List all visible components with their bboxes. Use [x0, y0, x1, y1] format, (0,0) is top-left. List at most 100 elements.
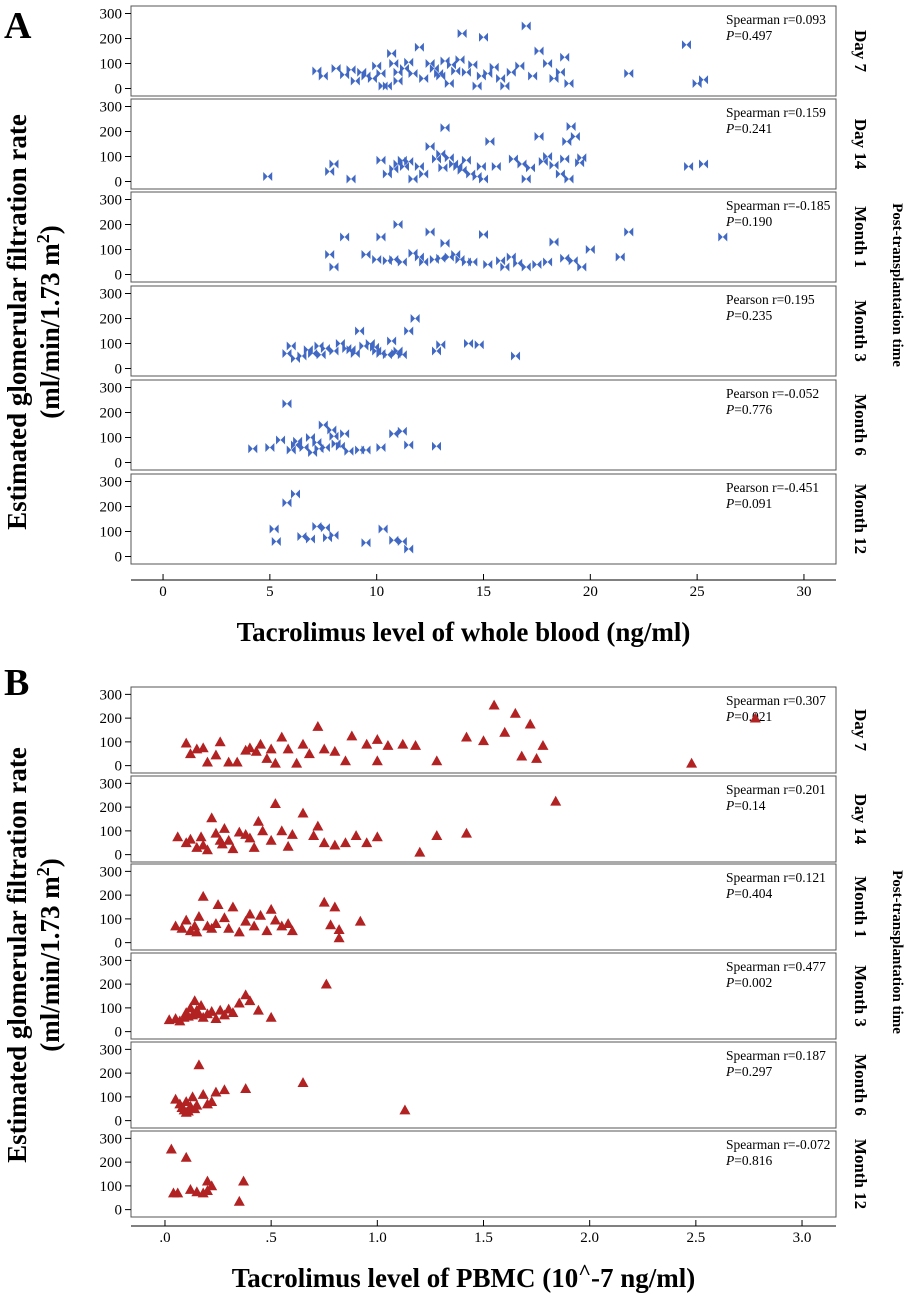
p-value-label: P=0.091 [725, 496, 772, 511]
data-point [408, 248, 413, 258]
p-symbol: P [725, 1153, 734, 1168]
data-point [319, 444, 324, 454]
p-value-label: P=0.816 [725, 1153, 772, 1168]
data-point [214, 1004, 226, 1015]
data-point [210, 918, 222, 929]
data-point [398, 220, 403, 229]
data-point [329, 250, 335, 259]
data-point [310, 534, 315, 544]
data-point [436, 149, 441, 159]
p-value: =0.404 [734, 886, 772, 901]
data-point [233, 926, 245, 937]
data-point [519, 61, 525, 71]
data-point [350, 830, 362, 841]
data-point [521, 159, 527, 169]
data-point [340, 441, 345, 451]
y-tick-label: 100 [100, 431, 123, 447]
data-point [408, 69, 413, 78]
data-point [399, 162, 405, 171]
y-tick-label: 200 [100, 406, 123, 422]
data-point [524, 718, 536, 729]
data-point [564, 52, 570, 62]
y-tick-label: 100 [100, 243, 123, 259]
data-point [430, 59, 435, 68]
facet-label: Month 3 [851, 300, 870, 362]
x-tick-label: 5 [266, 584, 274, 600]
data-point [371, 831, 383, 842]
data-point [703, 159, 709, 169]
data-point [344, 429, 350, 439]
data-point [479, 230, 484, 239]
data-point [468, 339, 474, 348]
data-point [430, 142, 435, 151]
data-point [172, 1187, 184, 1198]
data-point [248, 920, 260, 931]
data-point [340, 232, 345, 242]
p-value: =0.776 [734, 402, 772, 417]
data-point [445, 123, 450, 133]
data-point [240, 915, 252, 926]
data-point [526, 174, 531, 184]
data-point [316, 522, 322, 531]
data-point [440, 253, 446, 263]
data-point [286, 399, 292, 409]
data-point [472, 172, 478, 181]
data-point [496, 256, 501, 266]
p-value: =0.235 [734, 308, 772, 323]
data-point [291, 341, 296, 351]
y-tick-label: 200 [100, 218, 123, 234]
data-point [684, 162, 689, 171]
data-point [265, 1011, 277, 1022]
data-point [312, 349, 318, 358]
data-point [218, 1009, 230, 1020]
data-point [308, 349, 313, 358]
data-point [479, 340, 484, 350]
facet-label: Month 1 [851, 876, 870, 938]
data-point [393, 429, 399, 439]
data-point [451, 60, 456, 70]
data-point [195, 831, 207, 842]
data-point [718, 232, 723, 242]
p-value: =0.002 [734, 975, 772, 990]
data-point [340, 70, 345, 80]
data-point [413, 69, 418, 78]
data-point [295, 489, 300, 499]
data-point [297, 807, 309, 818]
x-tick-label: 30 [796, 584, 811, 600]
data-point [513, 154, 518, 164]
data-point [193, 1008, 205, 1019]
data-point [749, 712, 761, 723]
y-axis-label-close: ) [35, 858, 65, 867]
p-symbol: P [725, 496, 734, 511]
data-point [355, 349, 360, 358]
x-axis-label-part1: Tacrolimus level of PBMC (10 [232, 1263, 578, 1293]
data-point [305, 433, 311, 442]
y-tick-label: 100 [100, 57, 123, 73]
data-point [376, 232, 381, 242]
data-point [233, 826, 245, 837]
y-tick-label: 200 [100, 500, 123, 516]
data-point [325, 523, 330, 533]
data-point [265, 443, 270, 452]
data-point [372, 255, 377, 264]
data-point [269, 914, 281, 925]
data-point [312, 66, 317, 76]
x-axis-label: Tacrolimus level of PBMC (10^-7 ng/ml) [232, 1259, 696, 1293]
data-point [184, 1002, 196, 1013]
facet-label: Day 14 [851, 794, 870, 845]
data-point [387, 336, 392, 346]
data-point [451, 66, 456, 76]
data-point [389, 429, 394, 439]
p-value-label: P=0.497 [725, 28, 772, 43]
facet-label: Day 7 [851, 709, 870, 752]
data-point [699, 75, 704, 85]
data-point [414, 846, 426, 857]
stat-label: Spearman r=0.093 [726, 12, 826, 27]
p-symbol: P [725, 798, 734, 813]
data-point [286, 445, 292, 455]
data-point [318, 896, 330, 907]
data-point [327, 533, 333, 543]
data-point [370, 342, 375, 352]
data-point [560, 253, 565, 263]
